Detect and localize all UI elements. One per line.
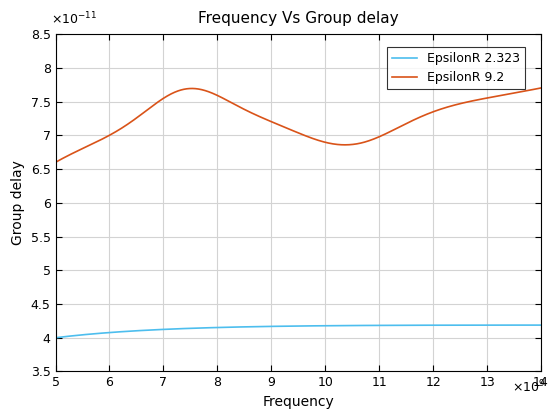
EpsilonR 2.323 [538, 323, 544, 328]
Line: EpsilonR 2.323: EpsilonR 2.323 [55, 325, 541, 338]
EpsilonR 2.323 [266, 324, 273, 329]
EpsilonR 9.2 [266, 118, 273, 123]
EpsilonR 2.323 [431, 323, 437, 328]
EpsilonR 2.323 [249, 324, 255, 329]
EpsilonR 2.323 [533, 323, 539, 328]
EpsilonR 9.2 [102, 135, 109, 140]
EpsilonR 9.2 [249, 110, 255, 116]
EpsilonR 9.2 [431, 109, 437, 114]
Title: Frequency Vs Group delay: Frequency Vs Group delay [198, 11, 399, 26]
EpsilonR 2.323 [102, 331, 109, 336]
EpsilonR 2.323 [52, 335, 59, 340]
EpsilonR 2.323 [385, 323, 392, 328]
Text: $\times10^{9}$: $\times10^{9}$ [512, 378, 546, 395]
X-axis label: Frequency: Frequency [263, 395, 334, 409]
EpsilonR 9.2 [385, 130, 392, 135]
Legend: EpsilonR 2.323, EpsilonR 9.2: EpsilonR 2.323, EpsilonR 9.2 [387, 47, 525, 89]
EpsilonR 9.2 [440, 106, 446, 111]
Line: EpsilonR 9.2: EpsilonR 9.2 [55, 88, 541, 162]
EpsilonR 9.2 [52, 160, 59, 165]
EpsilonR 9.2 [538, 85, 544, 90]
Text: $\times10^{-11}$: $\times10^{-11}$ [50, 11, 97, 27]
EpsilonR 2.323 [440, 323, 446, 328]
Y-axis label: Group delay: Group delay [11, 160, 25, 245]
